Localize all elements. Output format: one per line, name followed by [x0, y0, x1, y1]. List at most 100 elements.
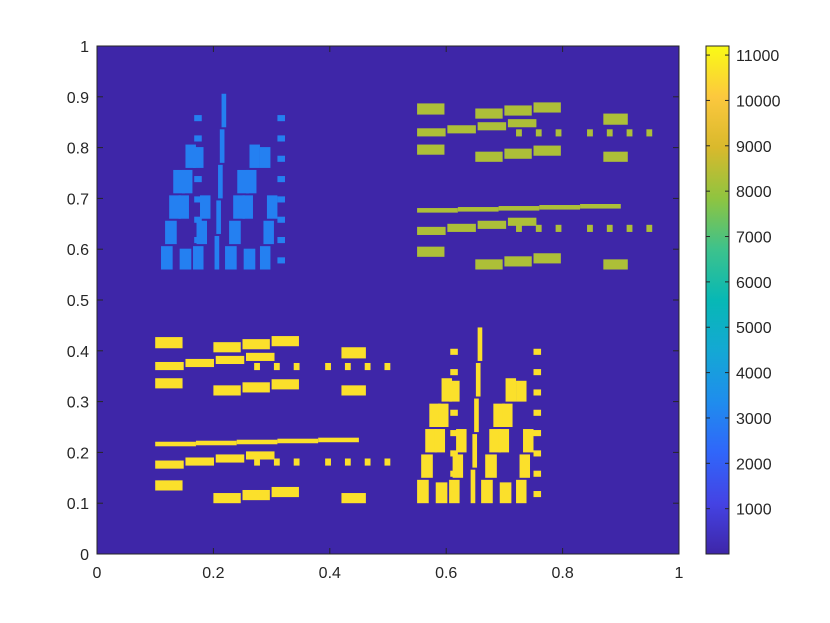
heatmap-cell	[254, 458, 260, 466]
heatmap-cell	[470, 469, 476, 504]
heatmap-cell	[646, 129, 653, 137]
heatmap-cell	[516, 479, 527, 504]
x-tick-label: 0	[93, 565, 102, 582]
y-tick-label: 0.4	[67, 344, 89, 361]
colorbar-ticks: 1000 2000 3000 4000 5000 6000 7000 8000 9000 1000…	[706, 48, 781, 519]
heatmap-cell	[161, 246, 173, 270]
heatmap-cell	[504, 148, 532, 159]
heatmap-cell	[587, 224, 593, 232]
heatmap-cell	[457, 207, 499, 212]
heatmap-cell	[450, 450, 458, 457]
heatmap-cell	[555, 129, 562, 137]
heatmap-cell	[165, 220, 177, 245]
heatmap-cell	[533, 491, 542, 498]
heatmap-cell	[606, 224, 613, 232]
heatmap-cell	[452, 454, 464, 478]
heatmap-cell	[603, 113, 628, 125]
heatmap-cell	[626, 224, 633, 232]
heatmap-cell	[417, 128, 446, 137]
heatmap-cell	[194, 216, 202, 223]
heatmap-cell	[481, 479, 493, 504]
heatmap-cell	[516, 129, 522, 137]
colorbar-tick-label: 11000	[736, 48, 779, 65]
heatmap-cell	[475, 259, 503, 270]
heatmap-cell	[516, 224, 522, 232]
heatmap-cell	[155, 480, 183, 491]
heatmap-cell	[271, 379, 299, 390]
heatmap-cell	[341, 385, 366, 396]
heatmap-cell	[533, 389, 542, 396]
y-tick-label: 0.5	[67, 293, 89, 310]
colorbar-tick-label: 1000	[736, 502, 772, 519]
colorbar-gradient	[705, 45, 730, 555]
heatmap-cell	[271, 336, 299, 347]
heatmap-cell	[194, 237, 202, 244]
heatmap-cell	[434, 429, 446, 453]
heatmap-cell	[603, 151, 628, 162]
heatmap-cell	[417, 246, 445, 257]
heatmap-cell	[477, 220, 507, 229]
heatmap-cell	[535, 224, 542, 232]
heatmap-blocks	[155, 93, 653, 504]
y-tick-label: 0	[80, 547, 89, 564]
heatmap-cell	[213, 385, 241, 396]
heatmap-cell	[341, 493, 366, 504]
heatmap-cell	[195, 440, 237, 446]
heatmap-cell	[417, 103, 445, 115]
colorbar-tick-label: 10000	[736, 93, 781, 110]
colorbar: 1000 2000 3000 4000 5000 6000 7000 8000 9000 1000…	[705, 45, 781, 555]
heatmap-cell	[364, 458, 371, 466]
heatmap-cell	[438, 403, 449, 427]
heatmap-cell	[155, 337, 183, 349]
heatmap-cell	[425, 429, 437, 453]
heatmap-cell	[344, 362, 351, 371]
x-tick-label: 0.2	[202, 565, 224, 582]
heatmap-cell	[194, 115, 202, 122]
heatmap-cell	[271, 486, 299, 498]
heatmap-cell	[185, 144, 196, 168]
heatmap-cell	[603, 259, 628, 270]
heatmap-cell	[245, 451, 275, 460]
heatmap-cell	[450, 470, 458, 477]
y-tick-label: 0.2	[67, 445, 89, 462]
heatmap-cell	[533, 102, 561, 113]
heatmap-cell	[450, 430, 458, 437]
heatmap-cell	[450, 369, 458, 376]
heatmap-cell	[533, 430, 542, 437]
heatmap-cell	[178, 195, 189, 219]
heatmap-cell	[450, 348, 458, 355]
heatmap-cell	[242, 489, 270, 501]
heatmap-cell	[646, 224, 653, 232]
heatmap-cell	[216, 200, 221, 234]
heatmap-cell	[243, 248, 256, 270]
heatmap-cell	[242, 195, 253, 219]
heatmap-cell	[580, 203, 621, 209]
heatmap-cell	[533, 369, 542, 376]
heatmap-cell	[242, 382, 270, 393]
heatmap-cell	[245, 169, 257, 194]
heatmap-cell	[475, 108, 503, 119]
heatmap-cell	[533, 253, 561, 264]
heatmap-cell	[498, 206, 540, 211]
heatmap-cell	[417, 144, 445, 155]
colorbar-tick-label: 5000	[736, 320, 772, 337]
colorbar-tick-label: 7000	[736, 230, 772, 247]
heatmap-cell	[215, 454, 245, 463]
heatmap-cell	[155, 460, 184, 469]
heatmap-cell	[325, 458, 331, 466]
colorbar-tick-label: 4000	[736, 366, 772, 383]
heatmap-cell	[516, 380, 527, 402]
heatmap-cell	[155, 441, 196, 447]
heatmap-cell	[181, 169, 193, 194]
heatmap-cell	[450, 389, 458, 396]
x-tick-label: 0.8	[551, 565, 573, 582]
colorbar-tick-label: 6000	[736, 275, 772, 292]
heatmap-cell	[519, 454, 531, 478]
heatmap-cell	[539, 205, 581, 210]
heatmap-cell	[435, 482, 448, 504]
heatmap-cell	[196, 220, 207, 245]
heatmap-cell	[450, 491, 458, 498]
heatmap-cell	[364, 362, 371, 371]
y-tick-label: 0.8	[67, 141, 89, 158]
